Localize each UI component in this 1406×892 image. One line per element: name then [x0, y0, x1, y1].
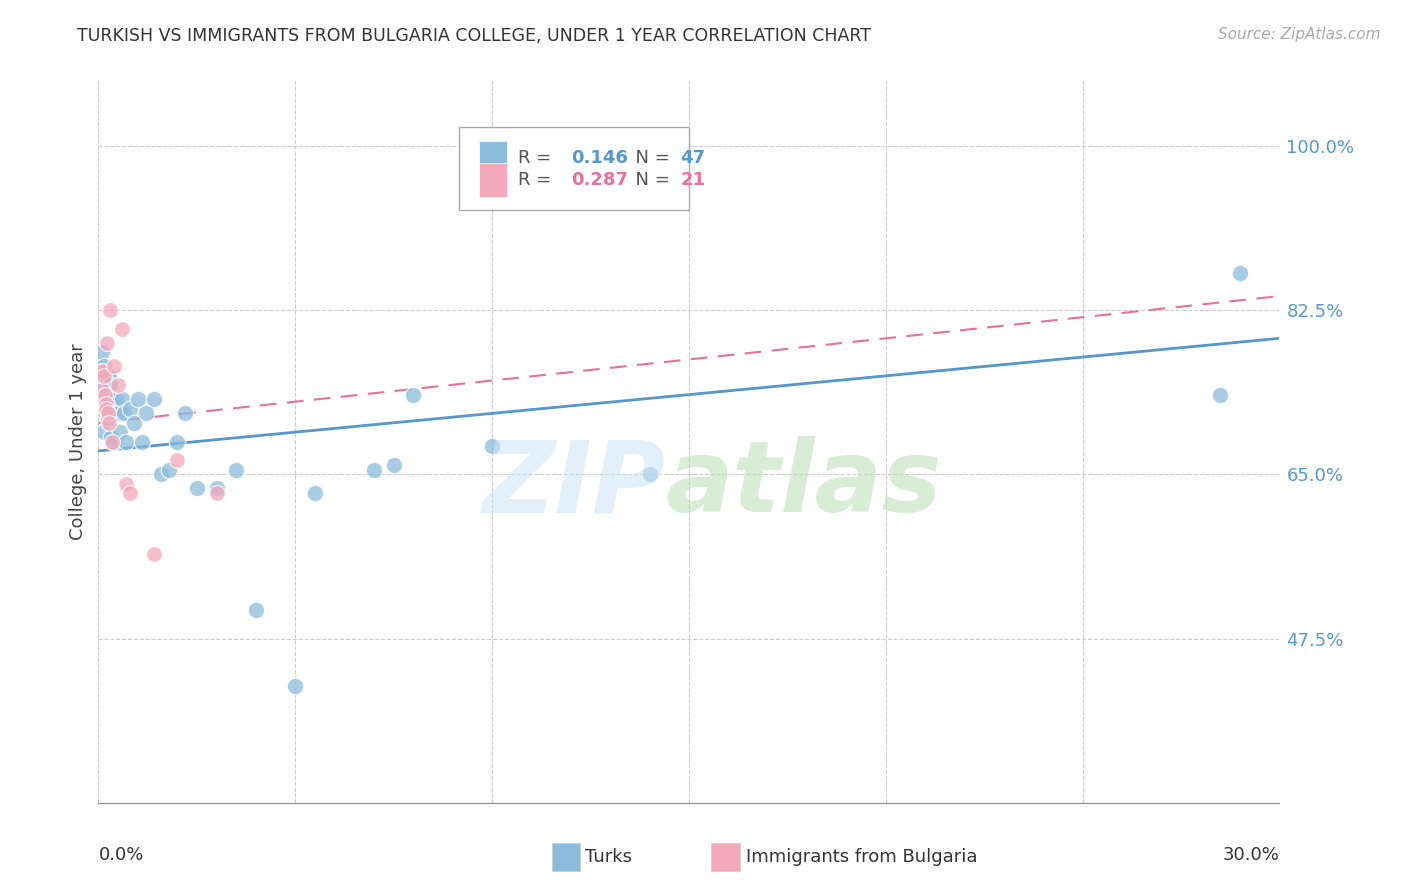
Text: R =: R =	[517, 149, 557, 167]
Point	[105, 392, 128, 407]
FancyBboxPatch shape	[553, 843, 581, 871]
Point	[93, 397, 115, 411]
Point	[103, 434, 125, 449]
Point	[98, 368, 121, 383]
Point	[98, 378, 121, 392]
Point	[101, 434, 124, 449]
Point	[205, 486, 228, 500]
Point	[96, 406, 118, 420]
Point	[638, 467, 661, 482]
Point	[91, 383, 114, 397]
Text: 47: 47	[681, 149, 706, 167]
Point	[142, 547, 165, 561]
Point	[97, 411, 120, 425]
Point	[118, 401, 141, 416]
Point	[97, 406, 120, 420]
Text: ZIP: ZIP	[482, 436, 665, 533]
Text: R =: R =	[517, 170, 557, 188]
Point	[118, 486, 141, 500]
Point	[245, 603, 267, 617]
Point	[402, 387, 425, 401]
Point	[96, 401, 118, 416]
Text: 0.146: 0.146	[571, 149, 627, 167]
Point	[166, 453, 188, 467]
Text: Immigrants from Bulgaria: Immigrants from Bulgaria	[745, 848, 977, 866]
Point	[90, 383, 112, 397]
Text: Source: ZipAtlas.com: Source: ZipAtlas.com	[1218, 27, 1381, 42]
Point	[91, 345, 114, 359]
Point	[150, 467, 173, 482]
Point	[94, 368, 117, 383]
Text: 0.0%: 0.0%	[98, 847, 143, 864]
Point	[107, 378, 129, 392]
Point	[111, 392, 134, 407]
Point	[127, 392, 149, 407]
Point	[205, 482, 228, 496]
Point	[363, 463, 385, 477]
Point	[142, 392, 165, 407]
Point	[107, 406, 129, 420]
FancyBboxPatch shape	[478, 141, 508, 175]
Text: TURKISH VS IMMIGRANTS FROM BULGARIA COLLEGE, UNDER 1 YEAR CORRELATION CHART: TURKISH VS IMMIGRANTS FROM BULGARIA COLL…	[77, 27, 872, 45]
Point	[93, 387, 115, 401]
Point	[108, 425, 131, 439]
Point	[100, 430, 122, 444]
Point	[157, 463, 180, 477]
Point	[382, 458, 405, 472]
FancyBboxPatch shape	[478, 162, 508, 196]
Point	[90, 397, 112, 411]
Point	[98, 416, 121, 430]
Point	[93, 387, 115, 401]
FancyBboxPatch shape	[711, 843, 740, 871]
Point	[112, 406, 135, 420]
Point	[94, 397, 117, 411]
Text: N =: N =	[624, 149, 675, 167]
Point	[101, 392, 124, 407]
Point	[115, 476, 138, 491]
FancyBboxPatch shape	[458, 128, 689, 211]
Point	[174, 406, 197, 420]
Point	[186, 482, 208, 496]
Point	[225, 463, 247, 477]
Point	[98, 303, 121, 318]
Point	[304, 486, 326, 500]
Point	[90, 401, 112, 416]
Text: 21: 21	[681, 170, 706, 188]
Text: 30.0%: 30.0%	[1223, 847, 1279, 864]
Y-axis label: College, Under 1 year: College, Under 1 year	[69, 343, 87, 540]
Text: atlas: atlas	[665, 436, 942, 533]
Point	[91, 364, 114, 378]
Text: 0.287: 0.287	[571, 170, 628, 188]
Text: Turks: Turks	[585, 848, 633, 866]
Point	[111, 322, 134, 336]
Text: N =: N =	[624, 170, 675, 188]
Point	[131, 434, 153, 449]
Point	[93, 425, 115, 439]
Point	[103, 359, 125, 374]
Point	[135, 406, 157, 420]
Point	[91, 364, 114, 378]
Point	[1229, 266, 1251, 280]
Point	[96, 387, 118, 401]
Point	[89, 368, 111, 383]
Point	[1209, 387, 1232, 401]
Point	[481, 439, 503, 453]
Point	[93, 359, 115, 374]
Point	[91, 359, 114, 374]
Point	[93, 368, 115, 383]
Point	[122, 416, 145, 430]
Point	[284, 679, 307, 693]
Point	[96, 336, 118, 351]
Point	[166, 434, 188, 449]
Point	[115, 434, 138, 449]
